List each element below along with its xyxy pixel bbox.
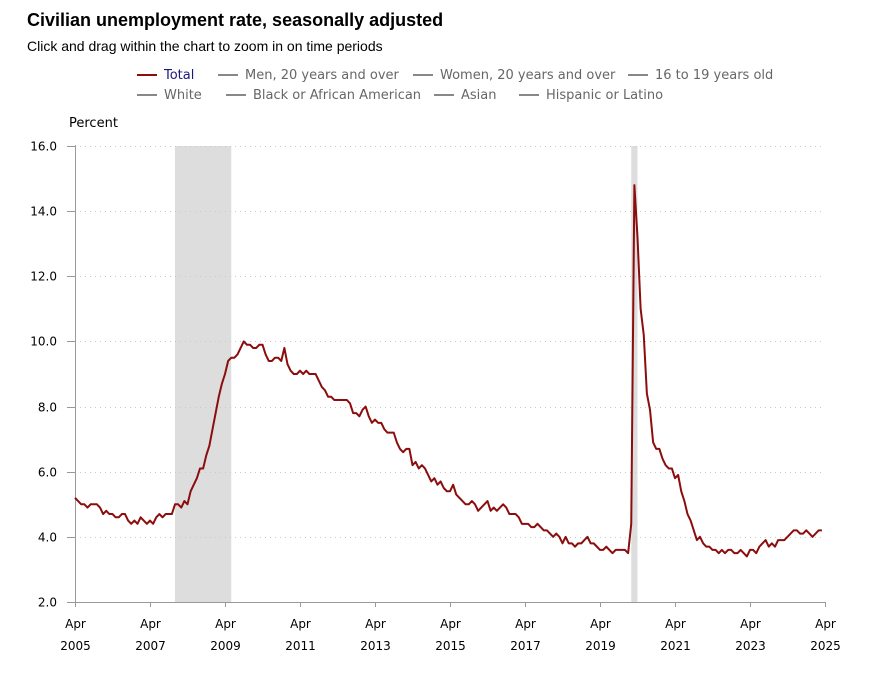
gridlines [75,146,825,538]
x-tick-label-month: Apr [290,617,311,631]
legend-item-hispanic[interactable]: Hispanic or Latino [519,88,663,103]
x-tick-label-month: Apr [740,617,761,631]
legend-label: Asian [461,88,497,103]
legend-swatch [628,73,648,76]
y-tick-label: 12.0 [30,270,57,284]
legend-item-women[interactable]: Women, 20 years and over [413,68,615,83]
x-tick-label-year: 2005 [60,639,91,653]
x-tick-label-month: Apr [365,617,386,631]
x-tick-label-year: 2021 [660,639,691,653]
legend-label: Black or African American [253,88,422,103]
x-tick-label-year: 2017 [510,639,541,653]
x-tick-label-year: 2025 [810,639,841,653]
legend-swatch [137,93,157,96]
y-tick-label: 8.0 [38,401,57,415]
legend-label: 16 to 19 years old [655,68,774,83]
x-tick-label-month: Apr [515,617,536,631]
legend-swatch [413,73,433,76]
legend-item-black[interactable]: Black or African American [226,88,421,103]
legend-swatch [519,93,539,96]
legend-item-asian[interactable]: Asian [434,88,496,103]
legend-swatch [137,73,157,76]
recession-band [175,146,232,602]
legend-label: Total [164,68,195,83]
y-ticks: 2.0 4.0 6.0 8.0 10.0 12.0 14.0 16.0 [30,140,75,610]
x-tick-label-year: 2013 [360,639,391,653]
legend-label: Men, 20 years and over [245,68,399,83]
chart-title: Civilian unemployment rate, seasonally a… [27,10,444,30]
y-axis-label: Percent [69,116,118,131]
legend-swatch [226,93,246,96]
legend-swatch [434,93,454,96]
series-line-total [74,184,822,558]
x-tick-label-year: 2015 [435,639,466,653]
legend-item-teens[interactable]: 16 to 19 years old [628,68,773,83]
x-tick-label-month: Apr [665,617,686,631]
y-tick-label: 6.0 [38,466,57,480]
x-tick-label-year: 2009 [210,639,241,653]
recession-shading [175,146,638,602]
x-tick-label-month: Apr [140,617,161,631]
series-layer [74,184,822,558]
y-tick-label: 2.0 [38,596,57,610]
y-tick-label: 14.0 [30,205,57,219]
legend-item-men[interactable]: Men, 20 years and over [218,68,399,83]
x-tick-label-year: 2023 [735,639,766,653]
x-tick-label-month: Apr [590,617,611,631]
legend-item-total[interactable]: Total [137,68,194,83]
x-ticks: Apr 2005 Apr 2007 Apr 2009 Apr 2011 Apr 2013 Apr 20… [60,602,841,653]
legend-label: Hispanic or Latino [546,88,664,103]
legend-label: Women, 20 years and over [440,68,616,83]
x-tick-label-year: 2007 [135,639,166,653]
legend-label: White [164,88,202,103]
x-tick-label-year: 2019 [585,639,616,653]
legend-swatch [218,73,238,76]
y-tick-label: 10.0 [30,335,57,349]
x-tick-label-month: Apr [440,617,461,631]
x-tick-label-year: 2011 [285,639,316,653]
legend-item-white[interactable]: White [137,88,202,103]
recession-band [631,146,638,602]
y-tick-label: 4.0 [38,531,57,545]
x-tick-label-month: Apr [65,617,86,631]
x-tick-label-month: Apr [815,617,836,631]
y-tick-label: 16.0 [30,140,57,154]
chart-subtitle: Click and drag within the chart to zoom … [27,38,383,54]
x-tick-label-month: Apr [215,617,236,631]
